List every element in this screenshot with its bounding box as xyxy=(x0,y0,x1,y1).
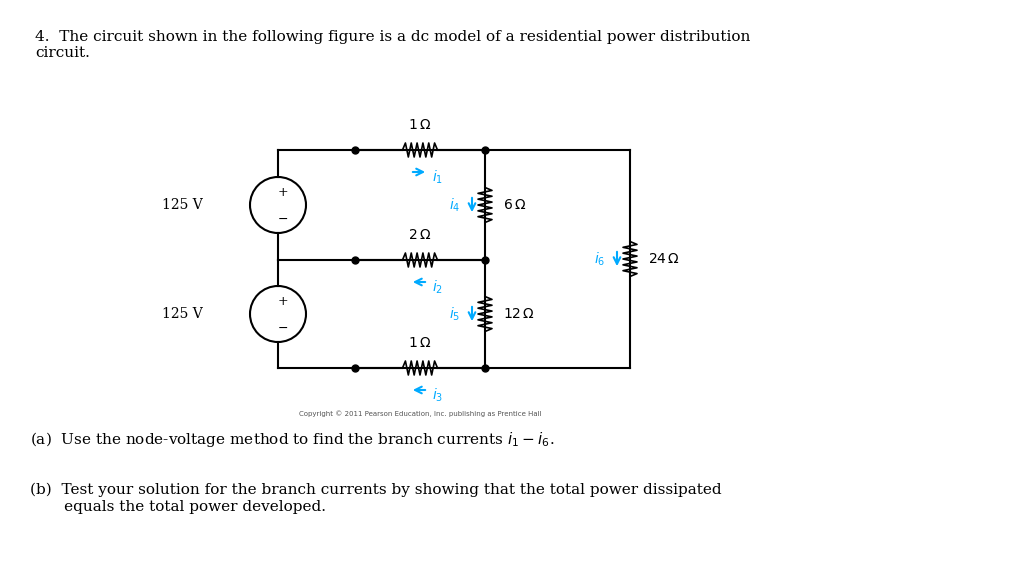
Text: (b)  Test your solution for the branch currents by showing that the total power : (b) Test your solution for the branch cu… xyxy=(30,483,722,514)
Text: +: + xyxy=(278,185,289,198)
Text: $-$: $-$ xyxy=(278,211,289,224)
Text: 125 V: 125 V xyxy=(162,198,203,212)
Text: $i_3$: $i_3$ xyxy=(432,387,443,405)
Text: (a)  Use the node-voltage method to find the branch currents $i_1 - i_6$.: (a) Use the node-voltage method to find … xyxy=(30,430,555,449)
Text: $i_6$: $i_6$ xyxy=(594,250,605,268)
Text: 125 V: 125 V xyxy=(162,307,203,321)
Text: $6\,\Omega$: $6\,\Omega$ xyxy=(503,198,526,212)
Text: $24\,\Omega$: $24\,\Omega$ xyxy=(648,252,680,266)
Text: $i_2$: $i_2$ xyxy=(432,279,443,297)
Text: Copyright © 2011 Pearson Education, Inc. publishing as Prentice Hall: Copyright © 2011 Pearson Education, Inc.… xyxy=(299,410,542,416)
Text: $12\,\Omega$: $12\,\Omega$ xyxy=(503,307,535,321)
Text: $-$: $-$ xyxy=(278,320,289,333)
Text: $1\,\Omega$: $1\,\Omega$ xyxy=(409,336,431,350)
Text: $i_1$: $i_1$ xyxy=(432,169,443,186)
Text: $i_4$: $i_4$ xyxy=(449,196,460,214)
Text: $i_5$: $i_5$ xyxy=(449,305,460,323)
Text: 4.  The circuit shown in the following figure is a dc model of a residential pow: 4. The circuit shown in the following fi… xyxy=(35,30,751,60)
Text: $2\,\Omega$: $2\,\Omega$ xyxy=(409,228,431,242)
Text: $1\,\Omega$: $1\,\Omega$ xyxy=(409,118,431,132)
Text: +: + xyxy=(278,294,289,307)
